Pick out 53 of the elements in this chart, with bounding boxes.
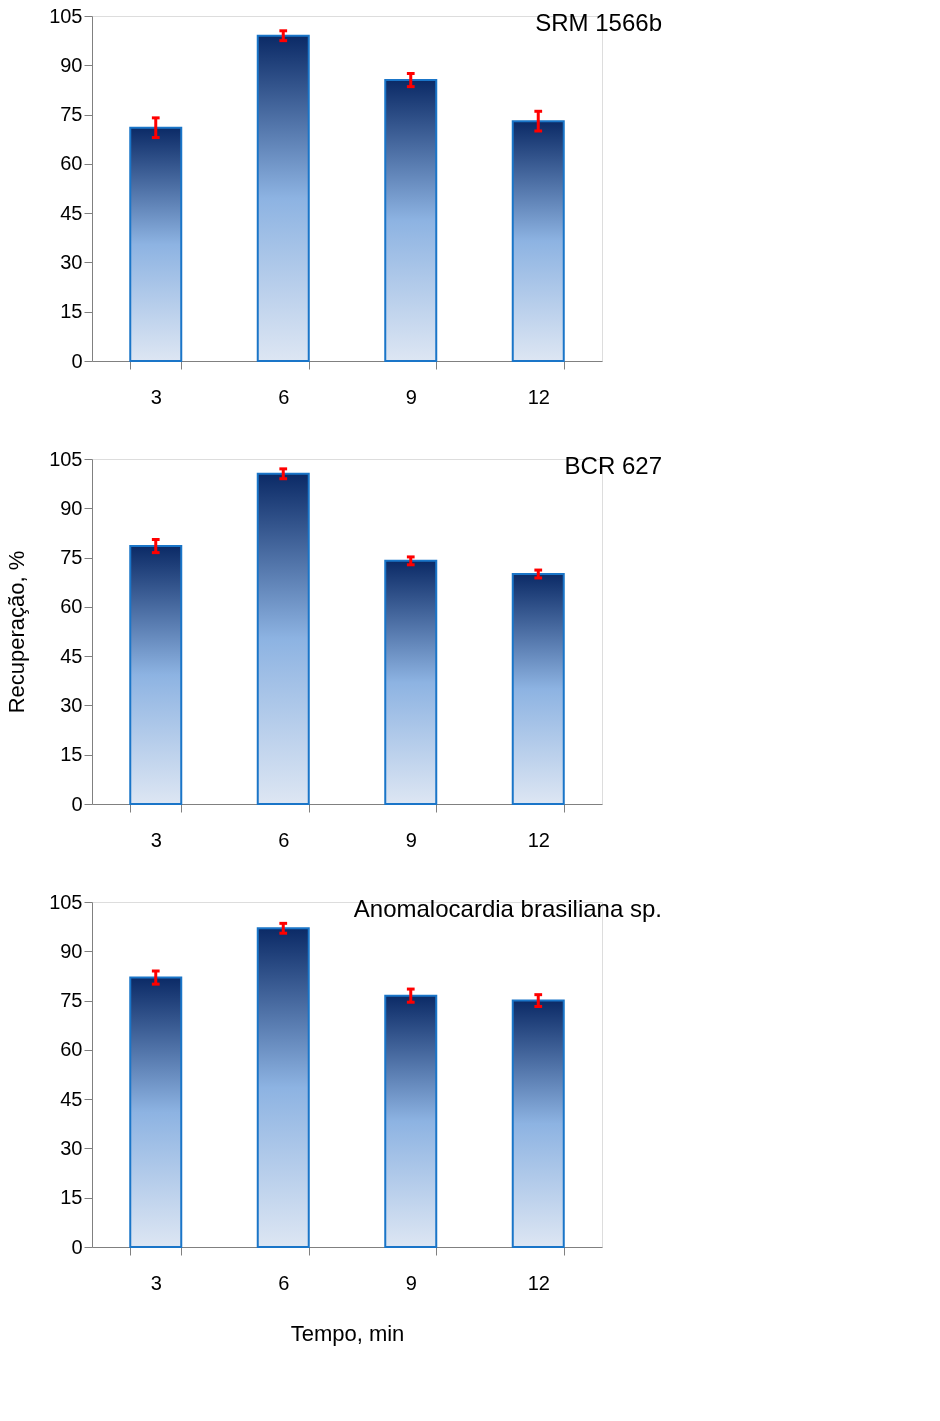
x-tick-label: 12 <box>527 1271 550 1294</box>
y-tick-label: 90 <box>60 939 83 962</box>
x-tick-label: 9 <box>405 1271 417 1294</box>
y-tick-label: 90 <box>60 53 83 76</box>
y-tick-label: 105 <box>49 4 83 27</box>
bar <box>256 34 310 362</box>
x-tick-label: 6 <box>278 828 290 851</box>
y-axis-title: Recuperação, % <box>4 550 30 714</box>
y-tick-label: 75 <box>60 989 83 1012</box>
chart-title: SRM 1566b <box>535 9 662 36</box>
y-tick-label: 0 <box>71 792 83 815</box>
bar <box>511 573 565 805</box>
x-tick-label: 6 <box>278 1271 290 1294</box>
y-tick-label: 0 <box>71 349 83 372</box>
x-tick-label: 3 <box>150 1271 162 1294</box>
y-tick-label: 30 <box>60 1136 83 1159</box>
chart-title: Anomalocardia brasiliana sp. <box>353 895 662 922</box>
y-tick-label: 90 <box>60 496 83 519</box>
x-tick-label: 9 <box>405 385 417 408</box>
x-tick-label: 6 <box>278 385 290 408</box>
bar <box>256 472 310 805</box>
chart-title: BCR 627 <box>564 452 662 479</box>
y-tick-label: 15 <box>60 743 83 766</box>
y-tick-label: 60 <box>60 595 83 618</box>
bar <box>384 994 438 1248</box>
bar <box>129 976 183 1248</box>
bar <box>129 545 183 805</box>
y-tick-label: 60 <box>60 1038 83 1061</box>
x-axis-title: Tempo, min <box>290 1320 405 1346</box>
y-tick-label: 105 <box>49 447 83 470</box>
x-tick-label: 12 <box>527 828 550 851</box>
y-tick-label: 15 <box>60 300 83 323</box>
x-tick-label: 3 <box>150 828 162 851</box>
y-tick-label: 30 <box>60 250 83 273</box>
y-tick-label: 105 <box>49 890 83 913</box>
y-tick-label: 60 <box>60 152 83 175</box>
y-tick-label: 45 <box>60 1087 83 1110</box>
y-tick-label: 75 <box>60 546 83 569</box>
y-tick-label: 0 <box>71 1235 83 1258</box>
bar <box>256 927 310 1248</box>
bar <box>511 999 565 1248</box>
x-tick-label: 12 <box>527 385 550 408</box>
y-tick-label: 75 <box>60 103 83 126</box>
y-tick-label: 15 <box>60 1186 83 1209</box>
y-tick-label: 30 <box>60 693 83 716</box>
x-tick-label: 9 <box>405 828 417 851</box>
bar <box>129 126 183 362</box>
bar <box>384 559 438 805</box>
y-tick-label: 45 <box>60 201 83 224</box>
x-tick-label: 3 <box>150 385 162 408</box>
y-tick-label: 45 <box>60 644 83 667</box>
bar <box>384 79 438 362</box>
bar <box>511 120 565 362</box>
